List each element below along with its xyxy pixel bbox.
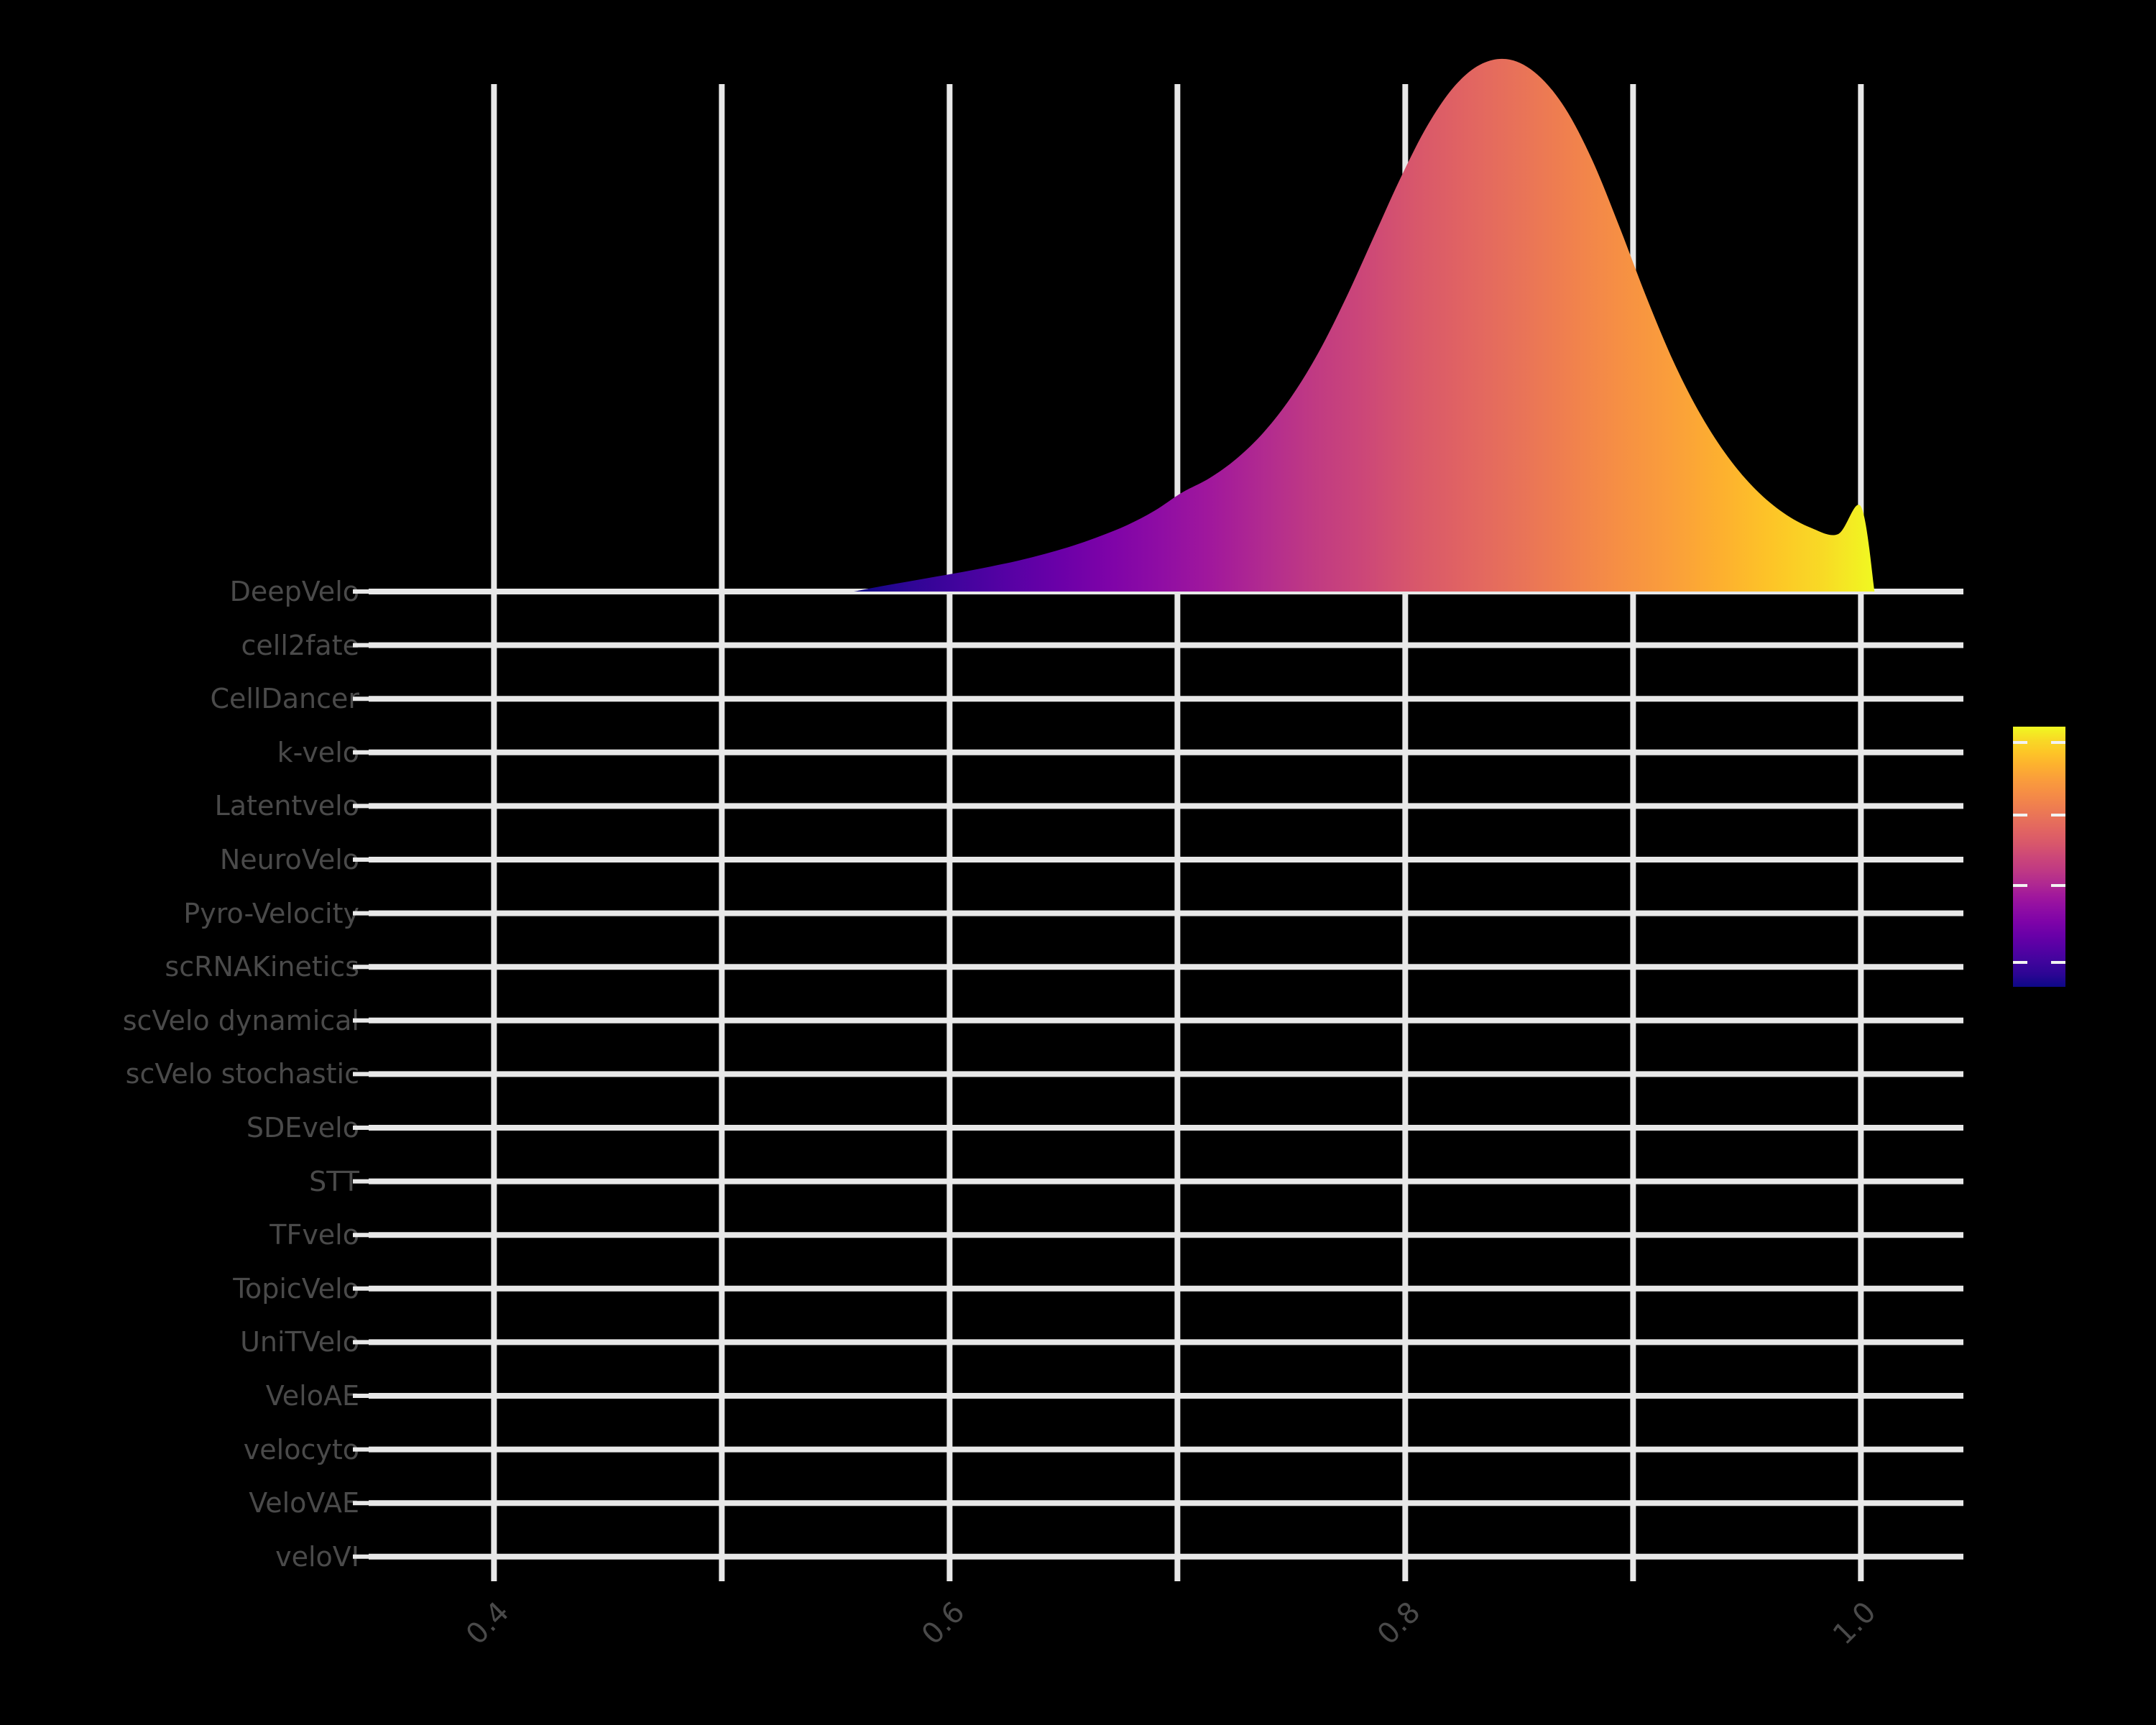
y-axis-label-k-velo: k-velo [277, 736, 359, 768]
y-axis-label-deepvelo: DeepVelo [229, 576, 359, 607]
colorbar-tick-left [2013, 814, 2027, 817]
y-axis-label-velovi: veloVI [275, 1540, 359, 1573]
y-axis-label-scvelo-stochastic: scVelo stochastic [125, 1058, 359, 1090]
y-axis-label-velocyto: velocyto [243, 1433, 359, 1466]
y-axis-label-stt: STT [309, 1165, 359, 1197]
row-baselines [369, 589, 1963, 1560]
y-axis-label-pyro-velocity: Pyro-Velocity [183, 897, 359, 929]
density-curves [854, 58, 1875, 592]
y-axis-labels: DeepVelo cell2fate CellDancer k-velo Latentv… [0, 0, 359, 1725]
colorbar-gradient [2013, 727, 2065, 987]
y-axis-label-topicvelo: TopicVelo [233, 1272, 359, 1305]
colorbar-tick-right [2051, 960, 2065, 964]
y-axis-label-scvelo-dynamical: scVelo dynamical [122, 1004, 359, 1036]
y-axis-label-scrnakinetics: scRNAKinetics [165, 951, 359, 983]
y-axis-label-celldancer: CellDancer [210, 683, 359, 715]
colorbar-tick-left [2013, 740, 2027, 744]
density-curve-deepvelo [854, 58, 1875, 592]
colorbar-tick-left [2013, 884, 2027, 887]
y-tick-marks [353, 589, 369, 1559]
y-axis-label-neurovelo: NeuroVelo [219, 844, 359, 875]
y-axis-label-sdevelo: SDEvelo [246, 1112, 359, 1144]
y-axis-label-veloae: VeloAE [265, 1380, 359, 1412]
colorbar-tick-right [2051, 740, 2065, 744]
y-axis-label-unitvelo: UniTVelo [240, 1326, 359, 1358]
colorbar-tick-left [2013, 960, 2027, 964]
y-axis-label-latentvelo: Latentvelo [214, 790, 359, 822]
y-axis-label-tfvelo: TFvelo [270, 1219, 359, 1251]
y-axis-label-velovae: VeloVAE [249, 1487, 359, 1519]
colorbar-tick-right [2051, 884, 2065, 887]
colorbar-tick-right [2051, 814, 2065, 817]
y-axis-label-cell2fate: cell2fate [241, 629, 359, 661]
x-gridlines [491, 84, 1864, 1581]
colorbar[interactable] [2013, 727, 2065, 987]
